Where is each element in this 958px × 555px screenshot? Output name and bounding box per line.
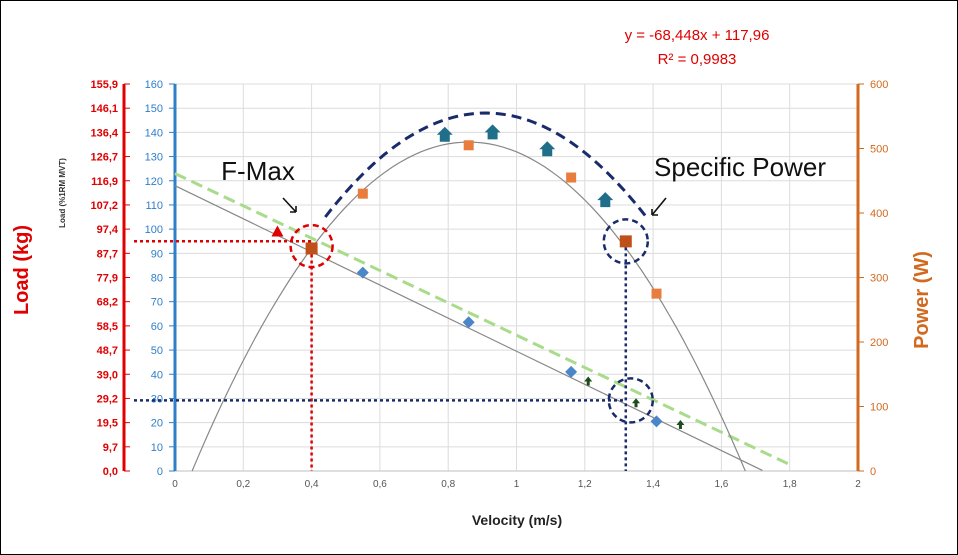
- power-point: [566, 172, 577, 183]
- y-outer-tick-label: 107,2: [90, 200, 118, 212]
- y-right-tick-label: 500: [870, 144, 888, 156]
- y-right-tick-label: 200: [870, 337, 888, 349]
- highlight-circles: [289, 218, 655, 424]
- specific-power-circle: [602, 218, 650, 265]
- power-arc-dashed: [324, 111, 648, 218]
- y-outer-tick-label: 48,7: [97, 345, 118, 357]
- y-outer-tick-label: 136,4: [90, 127, 118, 139]
- small-arrow-point: [584, 376, 593, 386]
- y-outer-tick-label: 155,9: [90, 79, 118, 91]
- arrow-up-point: [484, 124, 501, 140]
- y-inner-tick-label: 10: [151, 442, 163, 454]
- y-inner-tick-label: 120: [145, 176, 163, 188]
- x-tick-label: 0,2: [236, 479, 250, 490]
- highlight-power-point: [305, 242, 318, 255]
- y-right-tick-label: 600: [870, 79, 888, 91]
- power-point: [357, 188, 368, 199]
- right-axis-label: Power (W): [911, 251, 933, 349]
- y-outer-tick-label: 68,2: [97, 297, 118, 309]
- y-inner-tick-label: 150: [145, 103, 163, 115]
- x-tick-label: 0,6: [373, 479, 387, 490]
- x-tick-label: 2: [855, 479, 861, 490]
- velocity-load-point: [565, 365, 578, 378]
- y-outer-tick-label: 0,0: [103, 466, 118, 478]
- y-outer-tick-label: 77,9: [97, 273, 118, 285]
- gridlines: [174, 83, 859, 472]
- y-outer-tick-label: 146,1: [90, 103, 118, 115]
- left-outer-axis-label: Load (kg): [11, 225, 33, 315]
- highlight-power-point: [619, 235, 632, 248]
- power-point: [463, 140, 474, 151]
- y-right-tick-label: 300: [870, 273, 888, 285]
- x-tick-label: 1,8: [783, 479, 797, 490]
- arrow-up-point: [436, 126, 453, 142]
- x-tick-label: 1,6: [714, 479, 728, 490]
- x-tick-label: 0,8: [441, 479, 455, 490]
- y-inner-tick-label: 70: [151, 297, 163, 309]
- power-point: [651, 288, 662, 299]
- specific-power-arrow-head: [651, 209, 658, 216]
- y-right-tick-label: 0: [870, 466, 876, 478]
- y-outer-tick-label: 87,7: [97, 248, 118, 260]
- y-inner-tick-label: 20: [151, 418, 163, 430]
- specific-power-arrow-line: [651, 197, 667, 216]
- y-outer-tick-label: 126,7: [90, 152, 118, 164]
- guide-lines: [134, 239, 628, 471]
- specific-power-load-circle: [607, 377, 655, 424]
- trend-dashed-line: [174, 172, 794, 468]
- y-inner-tick-label: 160: [145, 79, 163, 91]
- velocity-load-point: [462, 316, 475, 329]
- y-inner-tick-label: 40: [151, 369, 163, 381]
- y-outer-tick-label: 9,7: [103, 442, 118, 454]
- x-tick-label: 1,4: [646, 479, 660, 490]
- fmax-arrow-line: [282, 197, 297, 213]
- tick-labels: 0102030405060708090100110120130140150160…: [90, 79, 888, 490]
- y-inner-tick-label: 30: [151, 393, 163, 405]
- arrow-up-point: [539, 141, 556, 157]
- y-outer-tick-label: 58,5: [97, 321, 118, 333]
- y-outer-tick-label: 116,9: [91, 176, 118, 188]
- x-tick-label: 0: [172, 479, 178, 490]
- fmax-label: F-Max: [221, 156, 295, 186]
- y-inner-tick-label: 80: [151, 273, 163, 285]
- y-inner-tick-label: 90: [151, 248, 163, 260]
- y-outer-tick-label: 97,4: [97, 224, 119, 236]
- y-inner-tick-label: 100: [145, 224, 163, 236]
- y-inner-tick-label: 60: [151, 321, 163, 333]
- triangle-point: [271, 225, 284, 237]
- y-outer-tick-label: 39,0: [97, 369, 118, 381]
- y-outer-tick-label: 29,2: [97, 393, 118, 405]
- y-outer-tick-label: 19,5: [97, 418, 118, 430]
- x-tick-label: 1,2: [578, 479, 592, 490]
- small-arrow-point: [632, 398, 641, 408]
- y-inner-tick-label: 140: [145, 127, 163, 139]
- fmax-arrow-head: [290, 206, 297, 213]
- y-right-tick-label: 100: [870, 402, 888, 414]
- velocity-load-point: [650, 415, 663, 428]
- y-inner-tick-label: 0: [157, 466, 163, 478]
- x-tick-label: 1: [514, 479, 520, 490]
- arrow-up-point: [597, 192, 614, 208]
- velocity-load-point: [356, 266, 369, 279]
- fmax-circle: [289, 223, 334, 269]
- specific-power-label: Specific Power: [654, 152, 826, 182]
- r-squared: R² = 0,9983: [658, 51, 737, 68]
- left-inner-axis-label: Load (%1RM MVT): [58, 158, 67, 228]
- y-inner-tick-label: 110: [145, 200, 163, 212]
- data-marks: [271, 124, 685, 430]
- y-right-tick-label: 400: [870, 208, 888, 220]
- y-inner-tick-label: 130: [145, 152, 163, 164]
- x-axis-label: Velocity (m/s): [472, 512, 562, 528]
- x-tick-label: 0,4: [305, 479, 319, 490]
- y-inner-tick-label: 50: [151, 345, 163, 357]
- regression-equation: y = -68,448x + 117,96: [625, 27, 770, 44]
- small-arrow-point: [676, 420, 685, 430]
